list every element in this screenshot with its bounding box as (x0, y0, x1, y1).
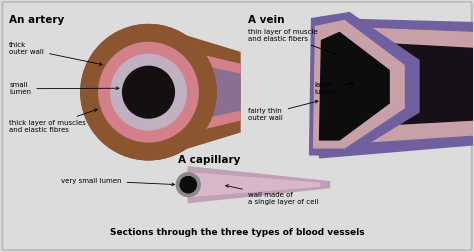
Polygon shape (188, 167, 329, 203)
Text: A vein: A vein (248, 15, 284, 25)
Circle shape (111, 54, 186, 130)
Text: thick
outer wall: thick outer wall (9, 43, 102, 65)
Circle shape (180, 177, 196, 193)
Text: small
lumen: small lumen (9, 82, 119, 95)
Circle shape (180, 177, 196, 193)
Text: Sections through the three types of blood vessels: Sections through the three types of bloo… (109, 228, 365, 237)
Polygon shape (321, 26, 473, 145)
Polygon shape (319, 19, 473, 158)
Circle shape (99, 43, 198, 142)
Polygon shape (319, 33, 389, 140)
Polygon shape (310, 13, 419, 155)
Text: wall made of
a single layer of cell: wall made of a single layer of cell (226, 185, 319, 205)
Circle shape (81, 24, 216, 160)
Polygon shape (148, 24, 240, 160)
Text: An artery: An artery (9, 15, 64, 25)
Polygon shape (314, 21, 404, 148)
Text: large
lumen: large lumen (315, 82, 354, 95)
Circle shape (81, 24, 216, 160)
Circle shape (111, 54, 186, 130)
Text: thick layer of muscles
and elastic fibres: thick layer of muscles and elastic fibre… (9, 109, 97, 133)
Text: thin layer of muscle
and elastic fibers: thin layer of muscle and elastic fibers (248, 28, 336, 54)
Circle shape (123, 66, 174, 118)
Circle shape (99, 43, 198, 142)
Circle shape (176, 173, 200, 197)
Polygon shape (148, 43, 240, 142)
Polygon shape (188, 173, 319, 197)
Polygon shape (328, 41, 473, 128)
FancyBboxPatch shape (2, 2, 472, 250)
Text: fairly thin
outer wall: fairly thin outer wall (248, 100, 318, 121)
Polygon shape (148, 54, 240, 130)
Circle shape (123, 66, 174, 118)
Text: very small lumen: very small lumen (61, 178, 174, 186)
Text: A capillary: A capillary (178, 155, 241, 165)
